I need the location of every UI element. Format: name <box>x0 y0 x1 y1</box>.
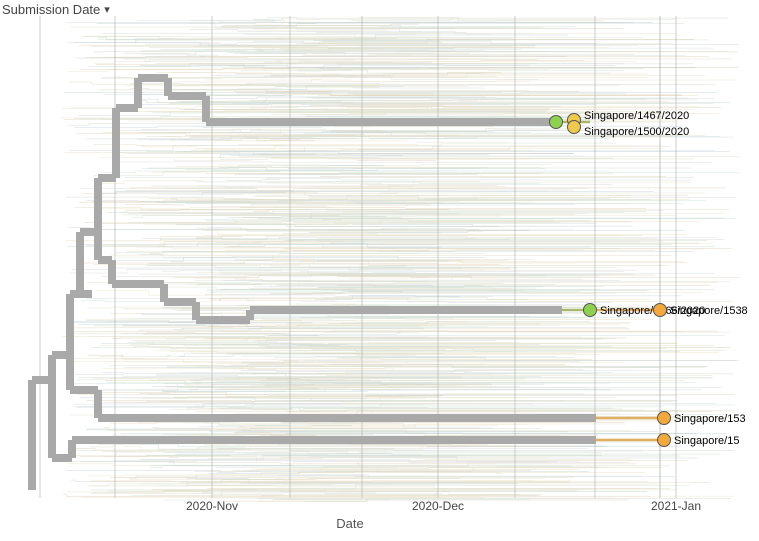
phylo-tree-chart: Singapore/1467/2020 Singapore/1500/2020 Si… <box>0 0 759 541</box>
tip-label: Singapore/153 <box>674 413 746 425</box>
tip-label: Singapore/1500/2020 <box>584 126 689 138</box>
axis-tick-label: 2021-Jan <box>651 499 701 513</box>
header-dropdown[interactable]: Submission Date ▾ <box>2 2 110 17</box>
bg-branch <box>245 452 602 454</box>
bg-branch <box>141 147 665 149</box>
tip-label: Singapore/15 <box>674 435 739 447</box>
chevron-down-icon: ▾ <box>104 3 110 16</box>
bg-branch <box>221 44 739 45</box>
bg-branch <box>90 336 725 337</box>
bg-branch <box>137 95 292 96</box>
bg-branch <box>93 145 214 146</box>
tip-marker[interactable] <box>658 412 671 425</box>
bg-branch <box>168 79 321 82</box>
axis-tick-label: 2020-Dec <box>412 499 464 513</box>
bg-branch <box>70 333 197 334</box>
tip-marker[interactable] <box>658 434 671 447</box>
bg-branch <box>264 386 519 387</box>
tip-label: Singapore/1467/2020 <box>584 110 689 122</box>
bg-branch <box>266 179 692 180</box>
axis-title: Date <box>336 516 363 531</box>
leaf-extensions <box>558 122 664 440</box>
bg-branch <box>256 193 705 195</box>
bg-branch <box>143 334 288 335</box>
x-axis: 2020-Nov 2020-Dec 2021-Jan Date <box>186 499 701 531</box>
tips: Singapore/1467/2020 Singapore/1500/2020 Si… <box>550 110 748 447</box>
bg-branch <box>304 133 613 134</box>
header-label: Submission Date <box>2 2 100 17</box>
bg-branch <box>241 71 611 74</box>
axis-tick-label: 2020-Nov <box>186 499 238 513</box>
tip-marker[interactable] <box>654 304 667 317</box>
bg-branch <box>249 107 299 108</box>
tip-marker[interactable] <box>550 116 563 129</box>
bg-branch <box>240 208 646 209</box>
bg-branch <box>239 31 677 34</box>
bg-branch <box>116 253 484 254</box>
bg-branch <box>223 24 419 26</box>
bg-branch <box>321 80 736 81</box>
bg-branch <box>358 98 688 99</box>
bg-branch <box>90 494 284 495</box>
bg-branch <box>267 183 383 184</box>
bg-branch <box>266 18 676 20</box>
bg-branch <box>263 262 684 266</box>
bg-branch <box>335 320 654 321</box>
bg-branch <box>358 147 670 150</box>
bg-branch <box>229 245 672 247</box>
bg-branch <box>254 196 629 197</box>
tip-marker[interactable] <box>568 121 581 134</box>
bg-branch <box>304 468 610 469</box>
bg-branch <box>253 341 517 343</box>
tip-marker[interactable] <box>584 304 597 317</box>
bg-branch <box>74 405 735 406</box>
background-tree <box>61 18 740 502</box>
bg-branch <box>71 452 153 455</box>
bg-branch <box>232 469 579 470</box>
bg-branch <box>311 102 669 103</box>
bg-branch <box>293 479 460 480</box>
bg-branch <box>65 153 222 154</box>
bg-branch <box>199 57 731 59</box>
bg-branch <box>124 361 297 362</box>
bg-branch <box>284 51 728 52</box>
bg-branch <box>352 225 632 227</box>
bg-branch <box>194 406 663 407</box>
bg-branch <box>101 276 546 277</box>
bg-branch <box>80 189 456 191</box>
bg-branch <box>328 69 624 70</box>
bg-branch <box>311 344 679 346</box>
bg-branch <box>125 204 185 205</box>
bg-branch <box>227 180 280 181</box>
tip-label: Singapore/1538 <box>670 305 748 317</box>
bg-branch <box>125 177 695 178</box>
